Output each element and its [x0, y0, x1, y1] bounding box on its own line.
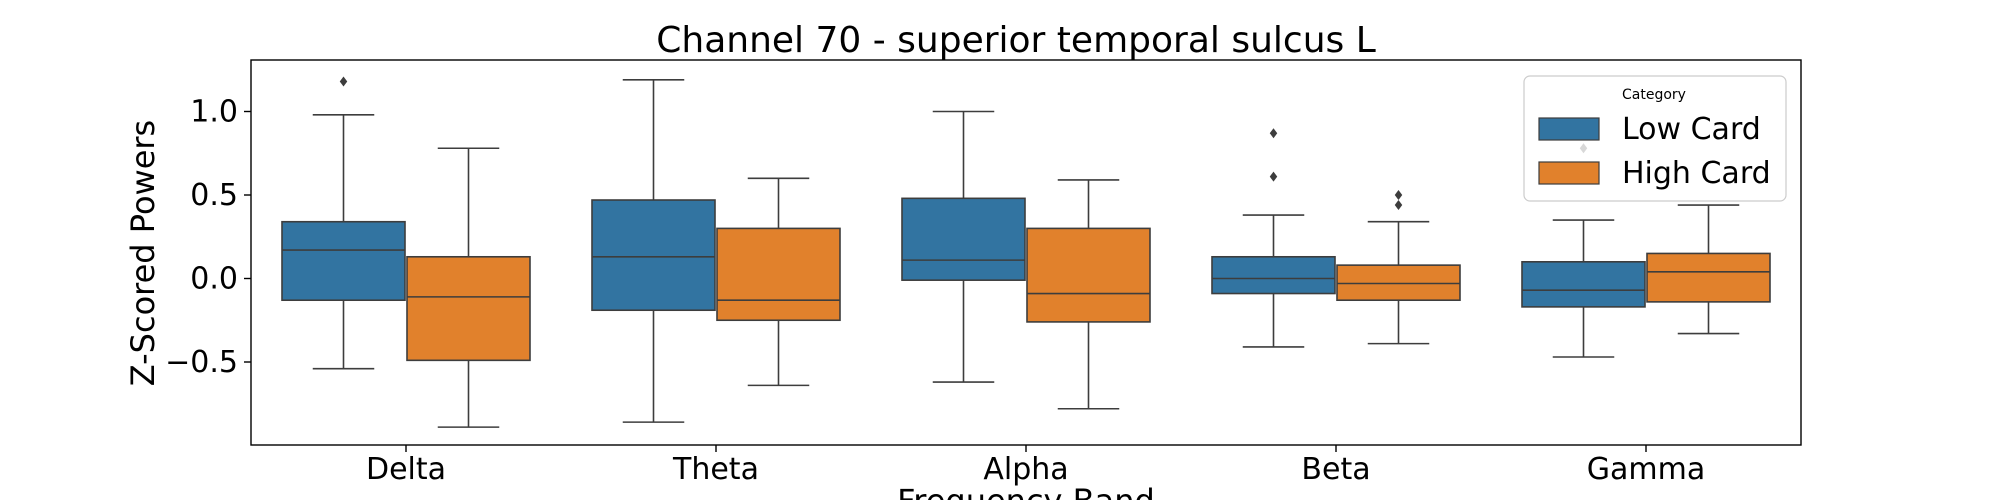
x-tick-label: Gamma — [1587, 452, 1705, 487]
y-tick-label: 0.0 — [190, 262, 238, 297]
box-group — [1211, 128, 1336, 348]
outlier-point — [1269, 128, 1278, 139]
outlier-point — [1269, 171, 1278, 182]
y-tick-label: 1.0 — [190, 95, 238, 130]
iqr-box — [1026, 227, 1151, 323]
iqr-box — [1646, 252, 1771, 303]
y-axis-label: Z-Scored Powers — [124, 120, 162, 386]
x-axis-label: Frequency Band — [897, 482, 1155, 500]
plot-area — [281, 76, 1771, 428]
iqr-box — [1336, 264, 1461, 302]
x-tick-label: Delta — [366, 452, 446, 487]
iqr-box — [1211, 255, 1336, 295]
chart-title: Channel 70 - superior temporal sulcus L — [656, 20, 1376, 61]
box-group — [1336, 190, 1461, 345]
legend-label: Low Card — [1622, 112, 1761, 147]
y-tick-label: −0.5 — [165, 345, 238, 380]
box-group — [406, 147, 531, 428]
box-group — [591, 78, 716, 423]
legend-title: Category — [1622, 87, 1686, 103]
box-group — [901, 110, 1026, 383]
iqr-box — [716, 227, 841, 322]
iqr-box — [1521, 260, 1646, 308]
outlier-point — [1394, 190, 1403, 200]
iqr-box — [591, 199, 716, 312]
box-group — [1646, 204, 1771, 335]
box-group — [1026, 179, 1151, 410]
legend-swatch — [1538, 161, 1600, 185]
outlier-point — [1394, 200, 1403, 211]
iqr-box — [281, 220, 406, 302]
x-axis: Delta Theta Alpha Beta Gamma — [366, 445, 1705, 487]
box-group — [716, 177, 841, 387]
y-axis: 1.0 0.5 0.0 −0.5 — [165, 95, 251, 380]
x-tick-label: Theta — [672, 452, 759, 487]
legend: Category Low Card High Card — [1523, 75, 1787, 202]
outlier-point — [339, 76, 348, 87]
plot-frame — [250, 59, 1802, 446]
box-group — [281, 76, 406, 370]
legend-label: High Card — [1622, 156, 1771, 191]
iqr-box — [406, 255, 531, 362]
iqr-box — [901, 197, 1026, 281]
legend-swatch — [1538, 117, 1600, 141]
box-group — [1521, 143, 1646, 358]
x-tick-label: Alpha — [983, 452, 1068, 487]
y-tick-label: 0.5 — [190, 178, 238, 213]
x-tick-label: Beta — [1301, 452, 1370, 487]
